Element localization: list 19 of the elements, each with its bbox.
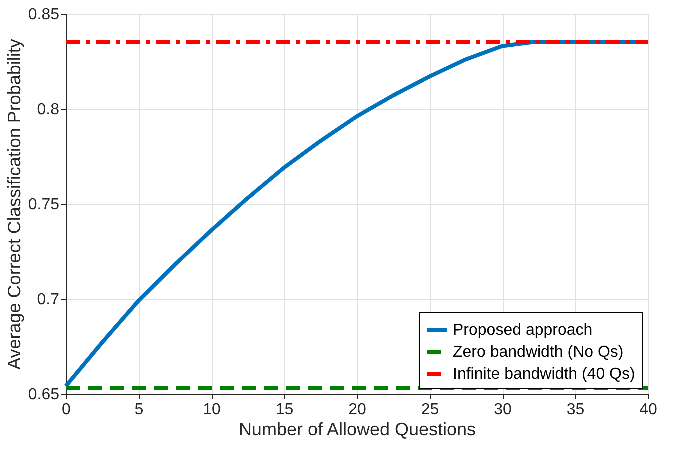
x-tick-label: 0 [62, 402, 72, 418]
x-tick-label: 15 [276, 402, 294, 418]
y-tick-label: 0.85 [28, 6, 60, 24]
x-tick-label: 40 [640, 402, 658, 418]
legend-label: Zero bandwidth (No Qs) [453, 344, 624, 361]
x-tick-label: 25 [421, 402, 440, 418]
y-tick-label: 0.8 [37, 102, 60, 118]
x-tick-label: 30 [494, 402, 512, 418]
y-tick-label: 0.7 [37, 292, 60, 308]
legend-label: Infinite bandwidth (40 Qs) [453, 366, 636, 383]
x-tick-label: 35 [566, 402, 585, 418]
x-axis-title: Number of Allowed Questions [238, 420, 476, 440]
y-tick-label: 0.65 [28, 386, 60, 404]
y-axis-title: Average Correct Classification Probability [4, 39, 24, 370]
x-tick-label: 10 [203, 402, 221, 418]
y-tick-label: 0.75 [28, 196, 60, 214]
x-tick-label: 20 [348, 402, 366, 418]
legend-label: Proposed approach [453, 322, 593, 339]
x-tick-label: 5 [134, 402, 144, 418]
